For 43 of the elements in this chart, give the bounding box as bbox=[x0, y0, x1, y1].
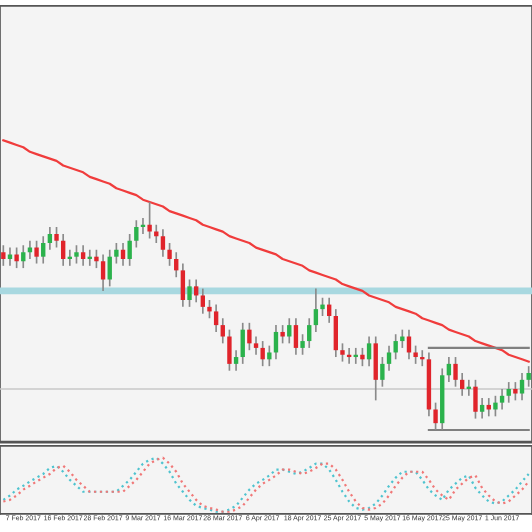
candlestick bbox=[193, 278, 199, 304]
candlestick bbox=[473, 379, 478, 420]
candlestick bbox=[287, 317, 292, 345]
candlestick bbox=[513, 381, 518, 402]
candlestick bbox=[247, 321, 252, 352]
candlestick bbox=[506, 381, 511, 404]
candlestick bbox=[41, 235, 46, 265]
candlestick bbox=[60, 233, 66, 267]
candlestick bbox=[14, 246, 19, 269]
candlestick bbox=[253, 335, 259, 356]
candlestick bbox=[479, 397, 485, 420]
candlestick bbox=[74, 244, 79, 265]
candlestick bbox=[313, 287, 319, 333]
candlestick bbox=[366, 335, 372, 367]
candlestick bbox=[147, 201, 152, 240]
candlestick bbox=[80, 244, 86, 267]
candlestick bbox=[213, 303, 219, 333]
candlestick bbox=[280, 324, 285, 345]
candlestick bbox=[333, 308, 339, 358]
candlestick bbox=[180, 262, 186, 308]
candlestick bbox=[233, 349, 239, 372]
candlestick bbox=[21, 244, 26, 269]
candlestick bbox=[1, 244, 6, 267]
candlestick bbox=[120, 242, 126, 267]
candlestick bbox=[499, 388, 505, 411]
candlestick bbox=[200, 287, 206, 315]
candlestick bbox=[160, 228, 166, 258]
candlestick bbox=[34, 239, 39, 265]
candlestick bbox=[493, 394, 498, 418]
candlestick bbox=[187, 278, 192, 308]
candlestick bbox=[453, 356, 458, 388]
candlestick bbox=[459, 372, 465, 397]
candlestick bbox=[386, 344, 392, 372]
candlestick bbox=[100, 253, 106, 292]
candlestick bbox=[293, 317, 299, 356]
candlestick bbox=[307, 317, 312, 349]
candlestick bbox=[7, 246, 13, 267]
candlestick bbox=[260, 340, 265, 367]
candlestick bbox=[360, 347, 365, 367]
candlestick bbox=[240, 321, 245, 365]
candlestick bbox=[373, 335, 378, 402]
candlestick bbox=[47, 226, 53, 251]
candlestick bbox=[519, 372, 525, 402]
